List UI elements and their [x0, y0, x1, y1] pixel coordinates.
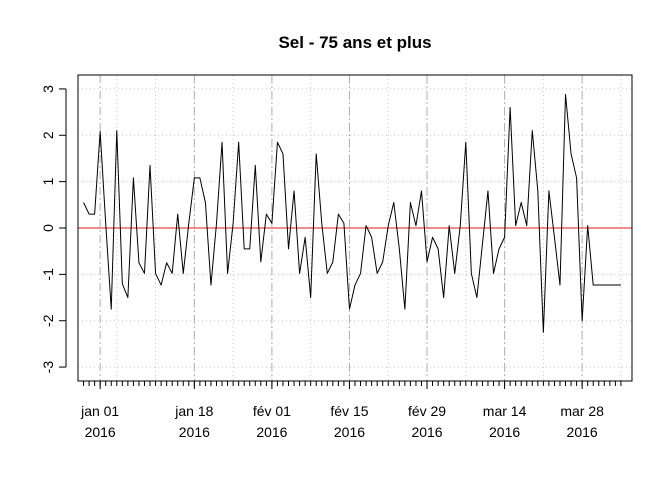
y-tick-label: 3 — [40, 85, 56, 93]
grid — [78, 75, 632, 381]
series-layer — [83, 93, 621, 333]
x-tick-label: jan 18 — [174, 403, 213, 419]
x-tick-label: fév 15 — [330, 403, 368, 419]
y-tick-label: -2 — [40, 314, 56, 327]
series-line — [83, 93, 621, 333]
x-axis: jan 01 2016 jan 18 2016 fév 01 2016 fév 15 2016… — [80, 380, 622, 440]
x-tick-label-year: 2016 — [489, 424, 520, 440]
x-tick-label: fév 29 — [408, 403, 446, 419]
y-tick-label: 0 — [40, 224, 56, 232]
y-tick-label: 2 — [40, 131, 56, 139]
x-tick-label-year: 2016 — [85, 424, 116, 440]
x-tick-label: mar 28 — [560, 403, 604, 419]
x-tick-label: fév 01 — [253, 403, 291, 419]
y-tick-label: -1 — [40, 268, 56, 281]
y-tick-label: -3 — [40, 361, 56, 374]
x-tick-label-year: 2016 — [179, 424, 210, 440]
y-axis: -3 -2 -1 0 1 2 3 — [40, 85, 67, 374]
x-tick-label-year: 2016 — [334, 424, 365, 440]
x-tick-label-year: 2016 — [411, 424, 442, 440]
x-tick-label-year: 2016 — [567, 424, 598, 440]
x-tick-label-year: 2016 — [256, 424, 287, 440]
plot-frame — [77, 74, 633, 382]
x-tick-label: mar 14 — [483, 403, 527, 419]
x-tick-label: jan 01 — [80, 403, 119, 419]
y-tick-label: 1 — [40, 178, 56, 186]
chart-title: Sel - 75 ans et plus — [278, 33, 431, 52]
